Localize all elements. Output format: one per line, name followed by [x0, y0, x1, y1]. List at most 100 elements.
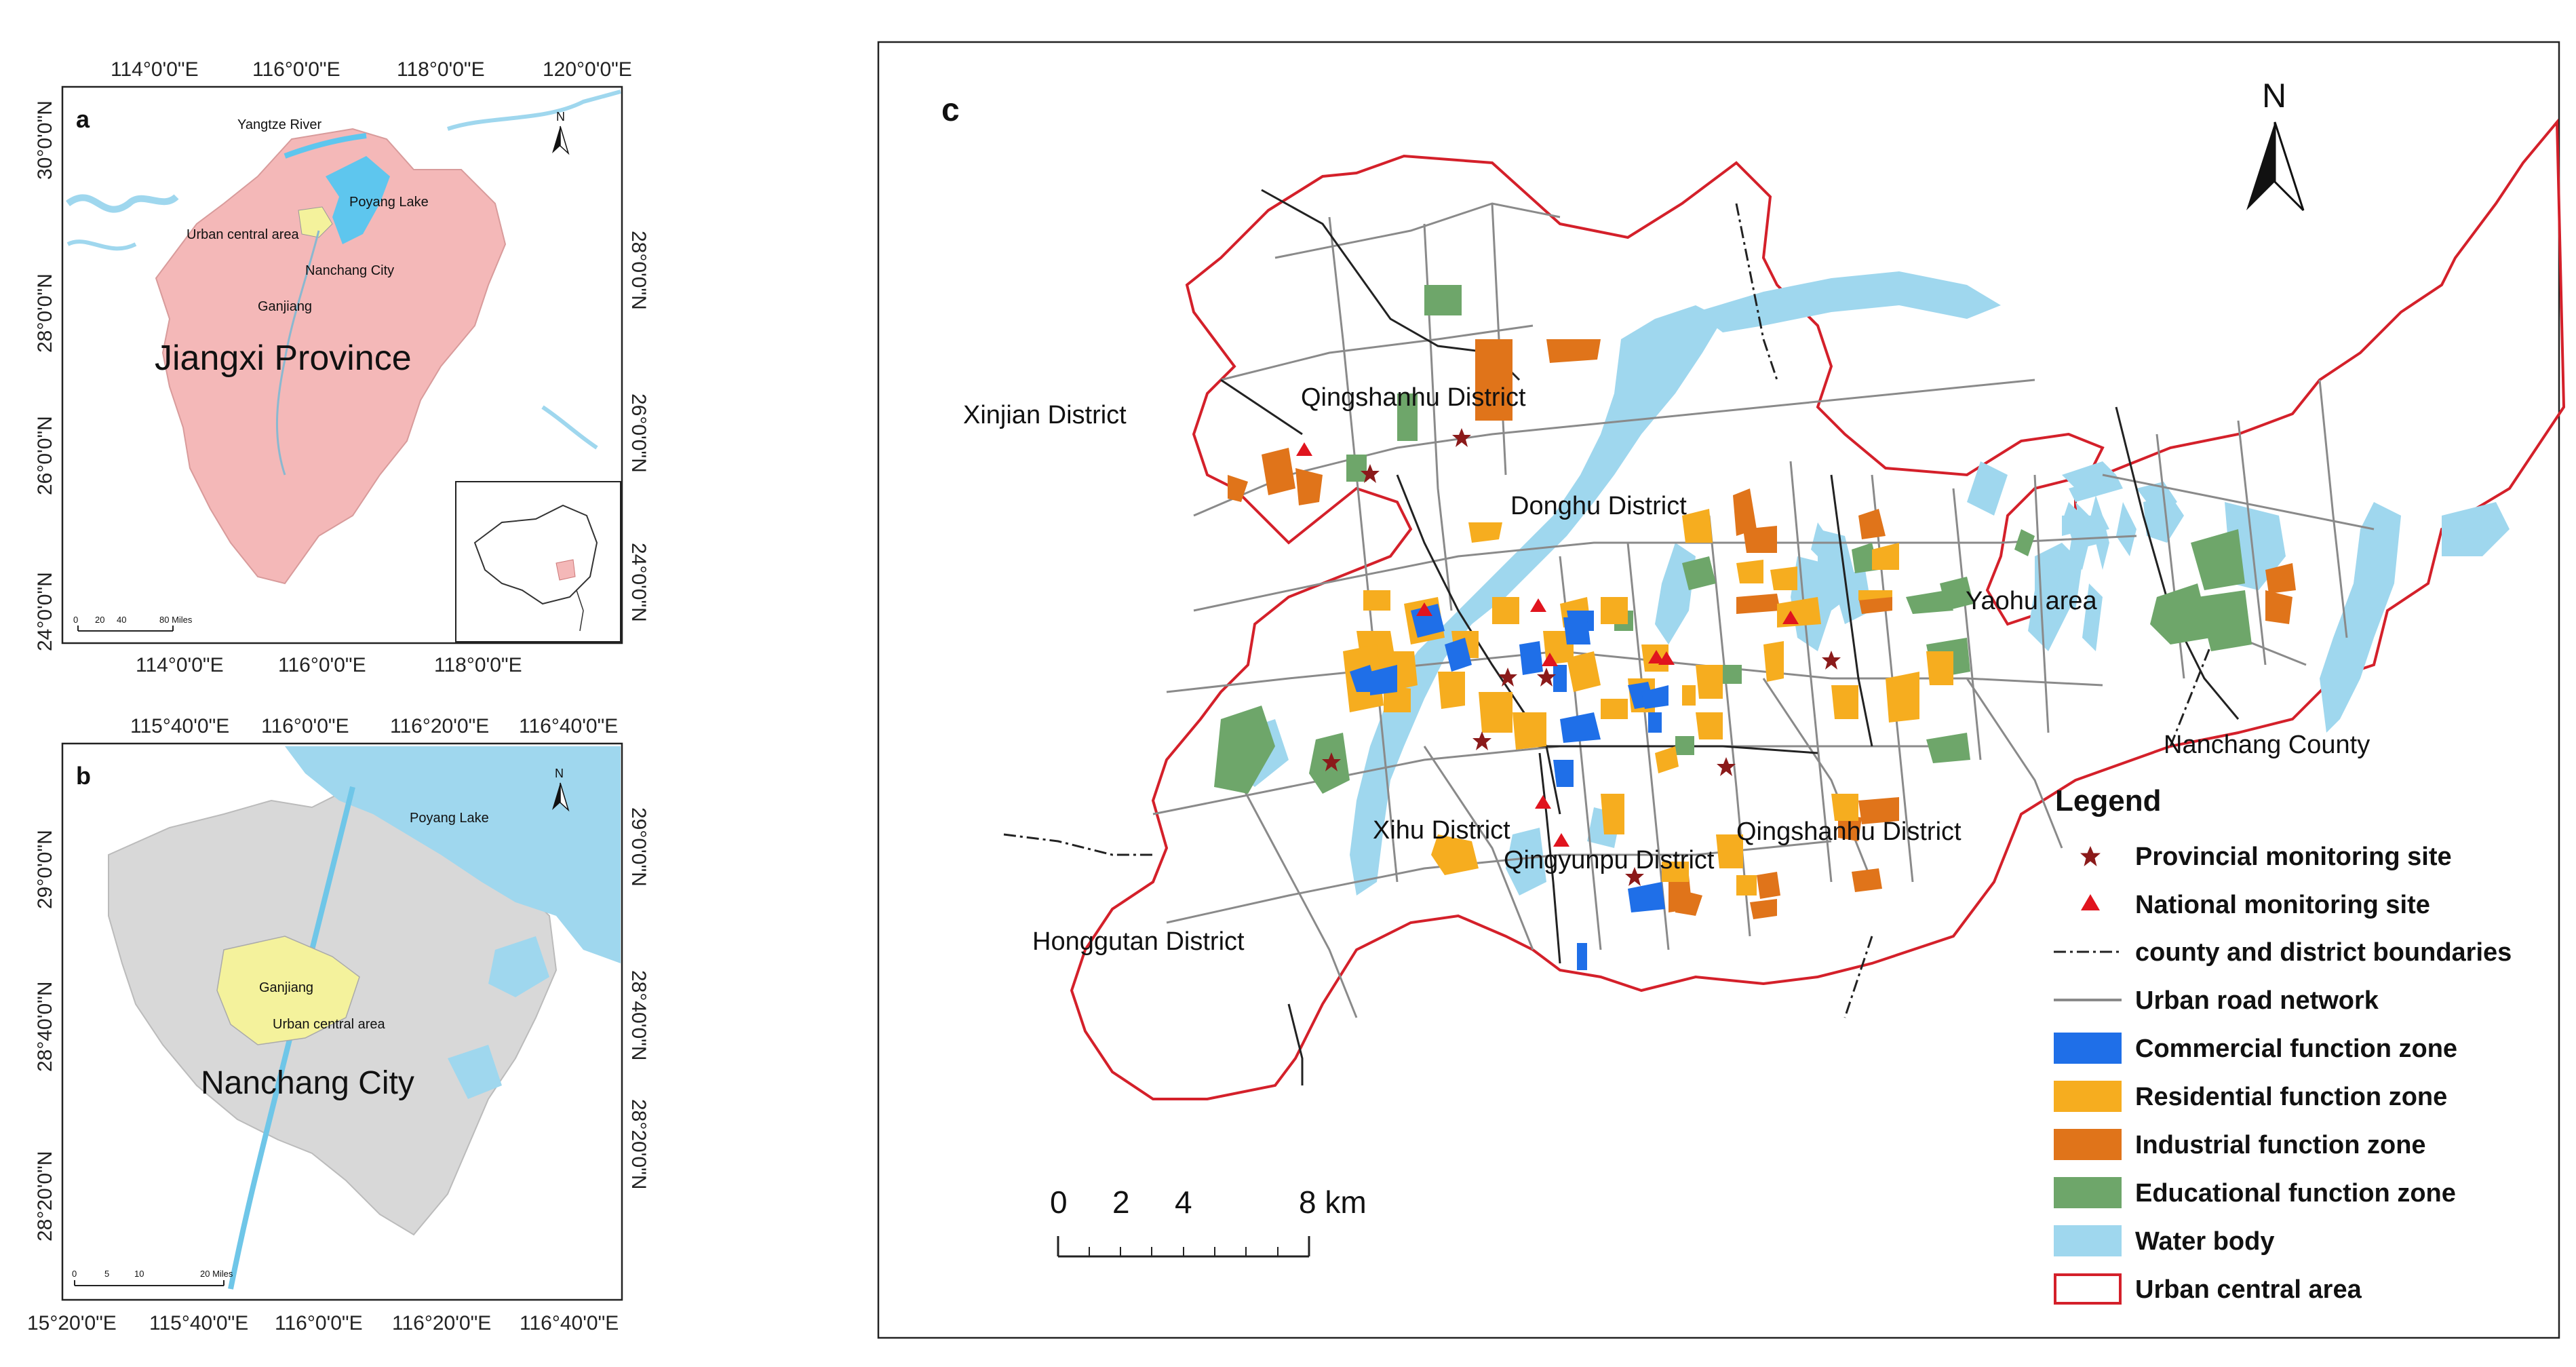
panel-b-right-tick: 28°40'0"N	[627, 970, 650, 1060]
jiangxi-province-shape	[155, 128, 507, 585]
panel-b-letter: b	[76, 762, 91, 790]
north-arrow-a: N	[552, 110, 570, 155]
panel-b-right-tick: 28°20'0"N	[627, 1099, 650, 1189]
provincial-site-star	[1498, 668, 1517, 687]
panel-a-left-tick: 24°0'0"N	[34, 572, 56, 651]
legend-title: Legend	[2055, 784, 2161, 817]
zone-educational	[2150, 583, 2211, 644]
zone-industrial	[1262, 448, 1295, 495]
panel-a-poyang-lake	[326, 156, 390, 244]
zone-commercial	[1445, 638, 1472, 672]
panel-c-letter: c	[941, 92, 960, 128]
panel-b-bottom-tick: 116°0'0"E	[275, 1312, 363, 1334]
label-nanchang-county: Nanchang County	[2164, 731, 2370, 759]
legend-star-symbol	[2080, 846, 2101, 866]
panel-a-top-tick: 120°0'0"E	[543, 58, 632, 81]
north-arrow-b: N	[552, 767, 570, 812]
zone-residential	[1872, 543, 1899, 570]
svg-text:0: 0	[72, 1269, 77, 1279]
label-urban-central-area-a: Urban central area	[187, 227, 300, 242]
zone-commercial	[1519, 641, 1543, 675]
national-site-triangle	[1530, 598, 1546, 612]
zone-educational	[2014, 529, 2035, 556]
provincial-site-star	[1537, 668, 1556, 687]
zone-commercial	[1628, 882, 1665, 912]
panel-a-urban-area	[298, 206, 333, 238]
zone-educational	[2198, 590, 2252, 651]
lake-yaohu-10	[2062, 461, 2116, 488]
svg-text:20: 20	[95, 615, 104, 625]
label-yangtze-river: Yangtze River	[237, 117, 321, 132]
lake-east-4	[1967, 461, 2008, 516]
lake-yaohu-east	[2442, 502, 2510, 556]
legend-national-label: National monitoring site	[2135, 891, 2430, 919]
ganjiang-river-water	[1350, 305, 1723, 896]
legend-residential-swatch	[2054, 1081, 2122, 1112]
zone-residential	[1696, 712, 1723, 739]
panel-a-bottom-tick: 118°0'0"E	[434, 654, 522, 676]
legend-educational-label: Educational function zone	[2135, 1179, 2456, 1208]
zone-industrial	[1852, 868, 1882, 892]
legend-urban-label: Urban central area	[2135, 1275, 2362, 1304]
panel-b-poyang-lake	[285, 746, 621, 963]
zone-residential	[1662, 862, 1689, 882]
zone-residential	[1858, 590, 1892, 600]
label-urban-central-area-b: Urban central area	[273, 1017, 386, 1032]
zone-industrial	[1546, 339, 1601, 363]
panel-b-lake-south	[488, 936, 549, 997]
legend-commercial-label: Commercial function zone	[2135, 1035, 2457, 1063]
national-site-triangle	[1535, 795, 1551, 809]
lake-central	[1655, 543, 1696, 644]
label-ganjiang-a: Ganjiang	[258, 299, 312, 314]
panel-b-frame	[61, 742, 623, 1301]
panel-a-bottom-tick: 114°0'0"E	[136, 654, 224, 676]
national-site-triangle	[1553, 833, 1569, 847]
zone-residential	[1479, 692, 1513, 733]
label-qingyunpu-district: Qingyunpu District	[1504, 846, 1715, 874]
zone-industrial	[1736, 594, 1780, 614]
panel-b-bottom-tick: 116°40'0"E	[520, 1312, 619, 1334]
zone-industrial	[1858, 509, 1886, 539]
panel-b-right-tick: 29°0'0"N	[627, 807, 650, 887]
zone-residential	[1736, 560, 1763, 583]
panel-b-bottom-tick: 116°20'0"E	[392, 1312, 491, 1334]
panel-b: b Poyang Lake Ganjiang Urban central are…	[27, 715, 650, 1334]
provincial-site-star	[1822, 651, 1841, 670]
panel-a-top-tick: 116°0'0"E	[252, 58, 340, 81]
zone-residential	[1736, 875, 1757, 896]
panel-a-bottom-tick: 116°0'0"E	[278, 654, 366, 676]
scale-bar-b: 0 5 10 20 Miles	[72, 1269, 233, 1286]
zone-educational	[2191, 529, 2245, 590]
scale-bar-a: 0 20 40 80 Miles	[73, 615, 193, 632]
china-inset	[455, 481, 621, 642]
panel-a-yangtze	[284, 133, 367, 159]
svg-text:10: 10	[134, 1269, 144, 1279]
panel-b-top-tick: 116°0'0"E	[261, 715, 349, 737]
svg-text:0: 0	[1050, 1185, 1068, 1220]
zone-industrial	[1858, 597, 1892, 614]
svg-text:20 Miles: 20 Miles	[200, 1269, 233, 1279]
lake-yaohu-11	[2136, 482, 2177, 516]
panel-a-ganjiang	[275, 230, 320, 476]
lake-yaohu-main	[2320, 502, 2401, 733]
panel-a-right-tick: 26°0'0"N	[627, 393, 650, 473]
zone-educational	[1675, 736, 1694, 755]
north-arrow-c: N	[2246, 77, 2305, 212]
svg-text:4: 4	[1175, 1185, 1192, 1220]
panel-c-frame	[877, 41, 2560, 1339]
legend-triangle-symbol	[2081, 894, 2100, 910]
panel-a-left-tick: 30°0'0"N	[34, 100, 56, 180]
function-zones	[1214, 285, 2296, 970]
zone-residential	[1682, 685, 1696, 706]
zone-educational	[1723, 665, 1742, 684]
provincial-site-star	[1361, 464, 1380, 483]
panel-a-left-tick: 26°0'0"N	[34, 416, 56, 495]
zone-educational	[1682, 556, 1716, 590]
legend-boundary-label: county and district boundaries	[2135, 938, 2512, 967]
zone-commercial	[1641, 685, 1668, 709]
label-xihu-district: Xihu District	[1373, 816, 1510, 845]
national-site-triangle	[1648, 650, 1664, 663]
zone-commercial	[1577, 943, 1587, 970]
svg-text:8 km: 8 km	[1299, 1185, 1367, 1220]
